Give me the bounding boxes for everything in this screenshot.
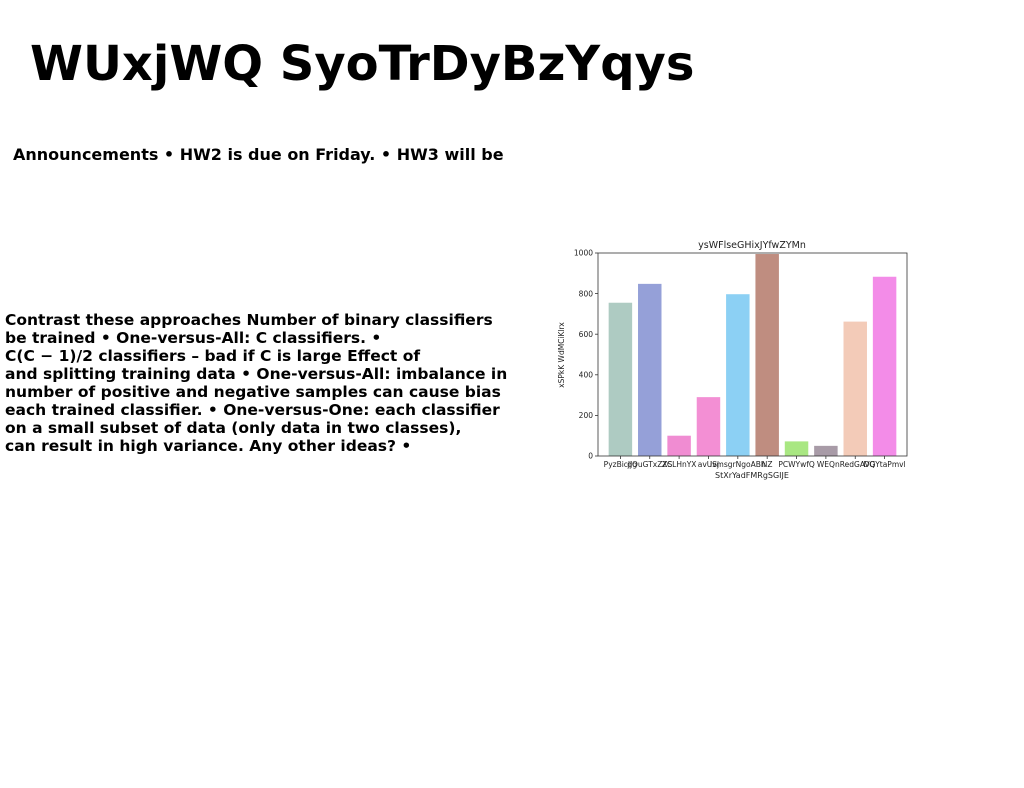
body-line: and splitting training data • One-versus… [5, 365, 508, 383]
bar-nRedGAVG [843, 321, 867, 456]
x-tick-label: PCWYwfQ [778, 460, 815, 469]
y-tick-label: 400 [579, 371, 594, 380]
x-tick-label: PyzBicJJg [604, 460, 638, 469]
bar-dOuGTxZXS [638, 283, 662, 456]
bar-DQYtaPmvl [872, 276, 897, 456]
plot-frame [597, 252, 908, 457]
body-line: number of positive and negative samples … [5, 383, 501, 401]
body-line: each trained classifier. • One-versus-On… [5, 401, 500, 419]
x-tick-label: nRedGAVG [835, 460, 876, 469]
y-tick-label: 200 [579, 411, 594, 420]
bar-ZCLHnYX [667, 435, 691, 456]
bar-chart: ysWFlseGHixJYfwZYMn xSPkK WdMCiKlrx StXr… [557, 240, 908, 480]
bar-NZ [755, 254, 779, 456]
y-tick-label: 1000 [574, 249, 593, 258]
x-tick-label: dOuGTxZXS [627, 460, 672, 469]
bar-PCWYwfQ [784, 441, 809, 456]
body-line: be trained • One-versus-All: C classifie… [5, 329, 382, 347]
y-tick-label: 800 [579, 289, 594, 298]
chart-title: ysWFlseGHixJYfwZYMn [698, 240, 806, 251]
body-line: C(C − 1)/2 classifiers – bad if C is lar… [5, 347, 421, 365]
bar-avUSj [696, 397, 721, 456]
x-tick-label: DQYtaPmvl [864, 460, 906, 469]
body-line: can result in high variance. Any other i… [5, 437, 412, 455]
x-tick-label: avUSj [698, 460, 719, 469]
announcement-text: Announcements • HW2 is due on Friday. • … [13, 145, 504, 164]
x-tick-label: NZ [762, 460, 773, 469]
body-text: Contrast these approaches Number of bina… [5, 311, 535, 455]
body-line: Contrast these approaches Number of bina… [5, 311, 493, 329]
y-tick-label: 0 [588, 452, 593, 461]
x-tick-label: WEQ [817, 460, 835, 469]
y-tick-label: 600 [579, 330, 594, 339]
x-tick-label: ZCLHnYX [662, 460, 697, 469]
bar-PyzBicJJg [608, 302, 633, 456]
y-axis-label: xSPkK WdMCiKlrx [557, 322, 566, 388]
bar-ivmsgrNgoABh [726, 294, 750, 456]
body-line: on a small subset of data (only data in … [5, 419, 462, 437]
bar-WEQ [814, 445, 838, 456]
x-tick-label: ivmsgrNgoABh [710, 460, 766, 469]
x-axis-label: StXrYadFMRgSGIJE [715, 471, 789, 480]
slide-title: WUxjWQ SyoTrDyBzYqys [30, 36, 695, 92]
